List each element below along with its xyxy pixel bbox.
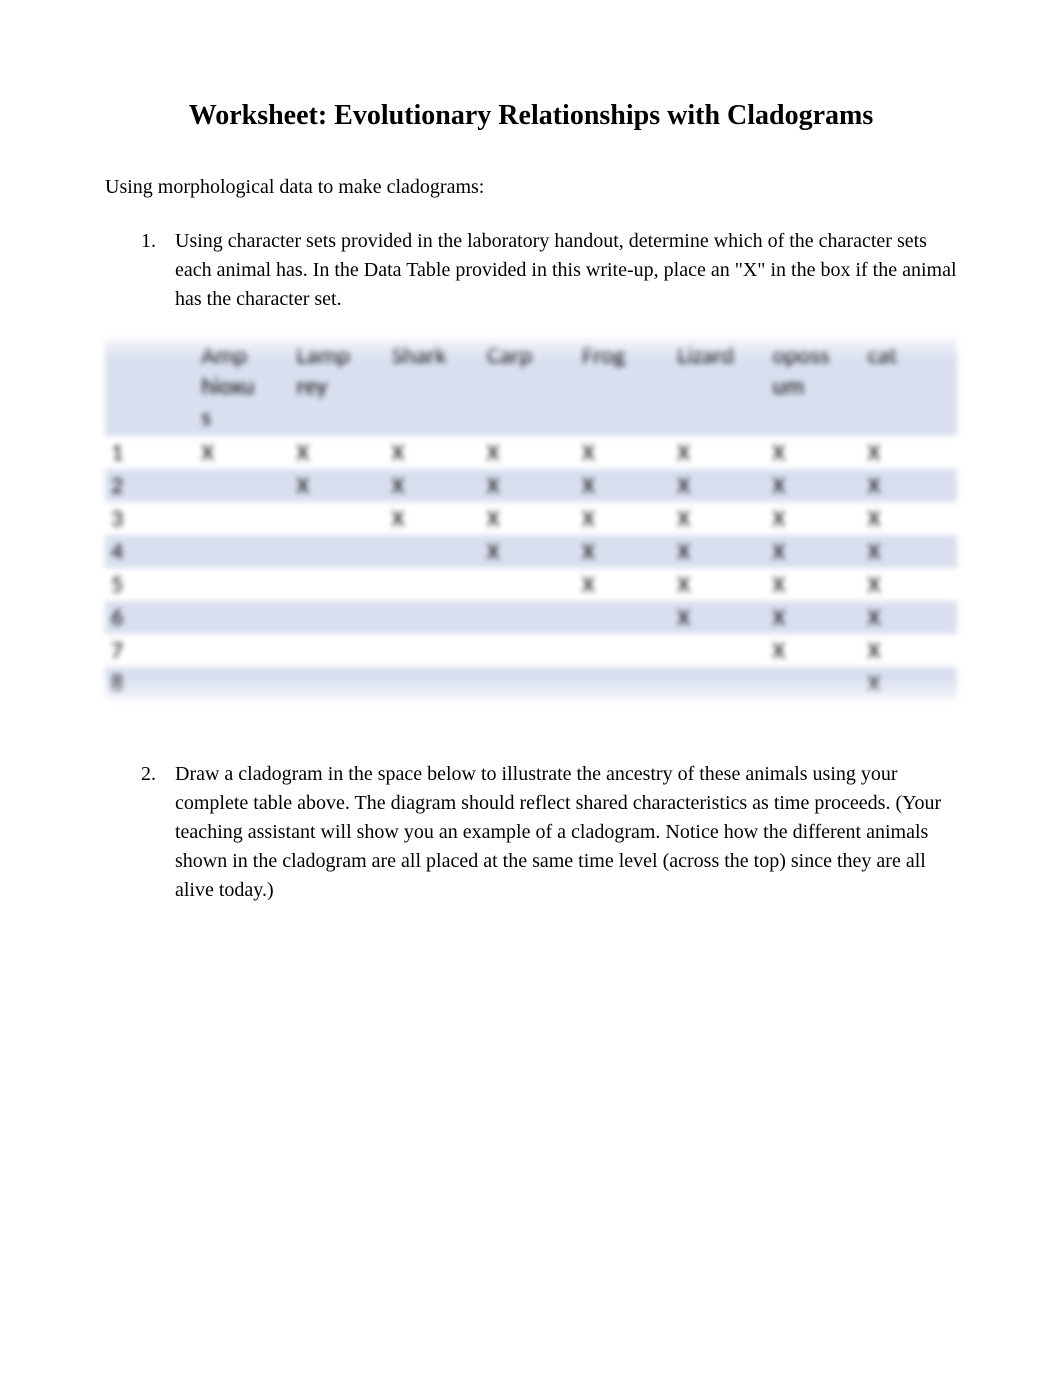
cell: X bbox=[862, 535, 957, 568]
cell: X bbox=[767, 469, 862, 502]
cell bbox=[386, 535, 481, 568]
cell: X bbox=[386, 469, 481, 502]
row-label: 2 bbox=[105, 469, 195, 502]
row-label: 4 bbox=[105, 535, 195, 568]
cell: X bbox=[576, 568, 671, 601]
header-blank bbox=[105, 338, 195, 436]
instruction-item-1: Using character sets provided in the lab… bbox=[161, 227, 957, 314]
cell: X bbox=[862, 568, 957, 601]
cell: X bbox=[671, 469, 766, 502]
cell: X bbox=[481, 436, 576, 469]
cell: X bbox=[576, 469, 671, 502]
cell bbox=[386, 634, 481, 667]
cell: X bbox=[862, 667, 957, 700]
cell bbox=[576, 634, 671, 667]
cell bbox=[291, 502, 386, 535]
cell bbox=[671, 667, 766, 700]
cell bbox=[291, 667, 386, 700]
cell bbox=[291, 535, 386, 568]
cell bbox=[195, 667, 290, 700]
page-title: Worksheet: Evolutionary Relationships wi… bbox=[105, 100, 957, 132]
header-carp: Carp bbox=[481, 338, 576, 436]
table-row: 1 X X X X X X X X bbox=[105, 436, 957, 469]
instruction-item-2: Draw a cladogram in the space below to i… bbox=[161, 760, 957, 905]
cell: X bbox=[671, 535, 766, 568]
cell: X bbox=[481, 502, 576, 535]
cell bbox=[671, 634, 766, 667]
table-row: 2 X X X X X X X bbox=[105, 469, 957, 502]
row-label: 1 bbox=[105, 436, 195, 469]
cell bbox=[576, 601, 671, 634]
header-lamprey: Lamp rey bbox=[291, 338, 386, 436]
cell: X bbox=[195, 436, 290, 469]
cell bbox=[386, 568, 481, 601]
header-frog: Frog bbox=[576, 338, 671, 436]
table-row: 7 X X bbox=[105, 634, 957, 667]
cell: X bbox=[481, 535, 576, 568]
table-body: 1 X X X X X X X X 2 X X X X X X X bbox=[105, 436, 957, 700]
cell: X bbox=[767, 502, 862, 535]
cell bbox=[291, 568, 386, 601]
cell: X bbox=[767, 601, 862, 634]
data-table-container: Amp hioxu s Lamp rey Shark Carp Frog Liz… bbox=[105, 338, 957, 700]
table-row: 5 X X X X bbox=[105, 568, 957, 601]
header-amphioxus: Amp hioxu s bbox=[195, 338, 290, 436]
cell: X bbox=[671, 436, 766, 469]
cell bbox=[195, 535, 290, 568]
cell bbox=[386, 667, 481, 700]
row-label: 7 bbox=[105, 634, 195, 667]
row-label: 8 bbox=[105, 667, 195, 700]
cell: X bbox=[386, 436, 481, 469]
cell: X bbox=[671, 568, 766, 601]
cell bbox=[481, 601, 576, 634]
cell bbox=[195, 568, 290, 601]
intro-text: Using morphological data to make cladogr… bbox=[105, 176, 957, 199]
cell bbox=[195, 469, 290, 502]
header-lizard: Lizard bbox=[671, 338, 766, 436]
cell bbox=[291, 634, 386, 667]
header-opossum: oposs um bbox=[767, 338, 862, 436]
table-row: 3 X X X X X X bbox=[105, 502, 957, 535]
row-label: 5 bbox=[105, 568, 195, 601]
cell: X bbox=[862, 469, 957, 502]
cell: X bbox=[862, 502, 957, 535]
table-row: 6 X X X bbox=[105, 601, 957, 634]
cell: X bbox=[291, 436, 386, 469]
cell: X bbox=[862, 601, 957, 634]
cell bbox=[195, 601, 290, 634]
table-row: 8 X bbox=[105, 667, 957, 700]
cell: X bbox=[291, 469, 386, 502]
character-data-table: Amp hioxu s Lamp rey Shark Carp Frog Liz… bbox=[105, 338, 957, 700]
instruction-list: Using character sets provided in the lab… bbox=[105, 227, 957, 314]
cell: X bbox=[767, 568, 862, 601]
row-label: 6 bbox=[105, 601, 195, 634]
cell: X bbox=[862, 634, 957, 667]
cell bbox=[291, 601, 386, 634]
cell: X bbox=[576, 502, 671, 535]
cell bbox=[195, 634, 290, 667]
cell: X bbox=[862, 436, 957, 469]
cell: X bbox=[767, 634, 862, 667]
cell bbox=[195, 502, 290, 535]
row-label: 3 bbox=[105, 502, 195, 535]
cell: X bbox=[576, 535, 671, 568]
cell: X bbox=[671, 502, 766, 535]
cell bbox=[481, 568, 576, 601]
cell bbox=[481, 634, 576, 667]
cell: X bbox=[481, 469, 576, 502]
cell bbox=[386, 601, 481, 634]
cell: X bbox=[386, 502, 481, 535]
header-cat: cat bbox=[862, 338, 957, 436]
table-row: 4 X X X X X bbox=[105, 535, 957, 568]
table-header-row: Amp hioxu s Lamp rey Shark Carp Frog Liz… bbox=[105, 338, 957, 436]
cell bbox=[481, 667, 576, 700]
cell: X bbox=[767, 535, 862, 568]
cell: X bbox=[576, 436, 671, 469]
cell bbox=[576, 667, 671, 700]
cell: X bbox=[671, 601, 766, 634]
instruction-list-2: Draw a cladogram in the space below to i… bbox=[105, 760, 957, 905]
cell: X bbox=[767, 436, 862, 469]
cell bbox=[767, 667, 862, 700]
header-shark: Shark bbox=[386, 338, 481, 436]
